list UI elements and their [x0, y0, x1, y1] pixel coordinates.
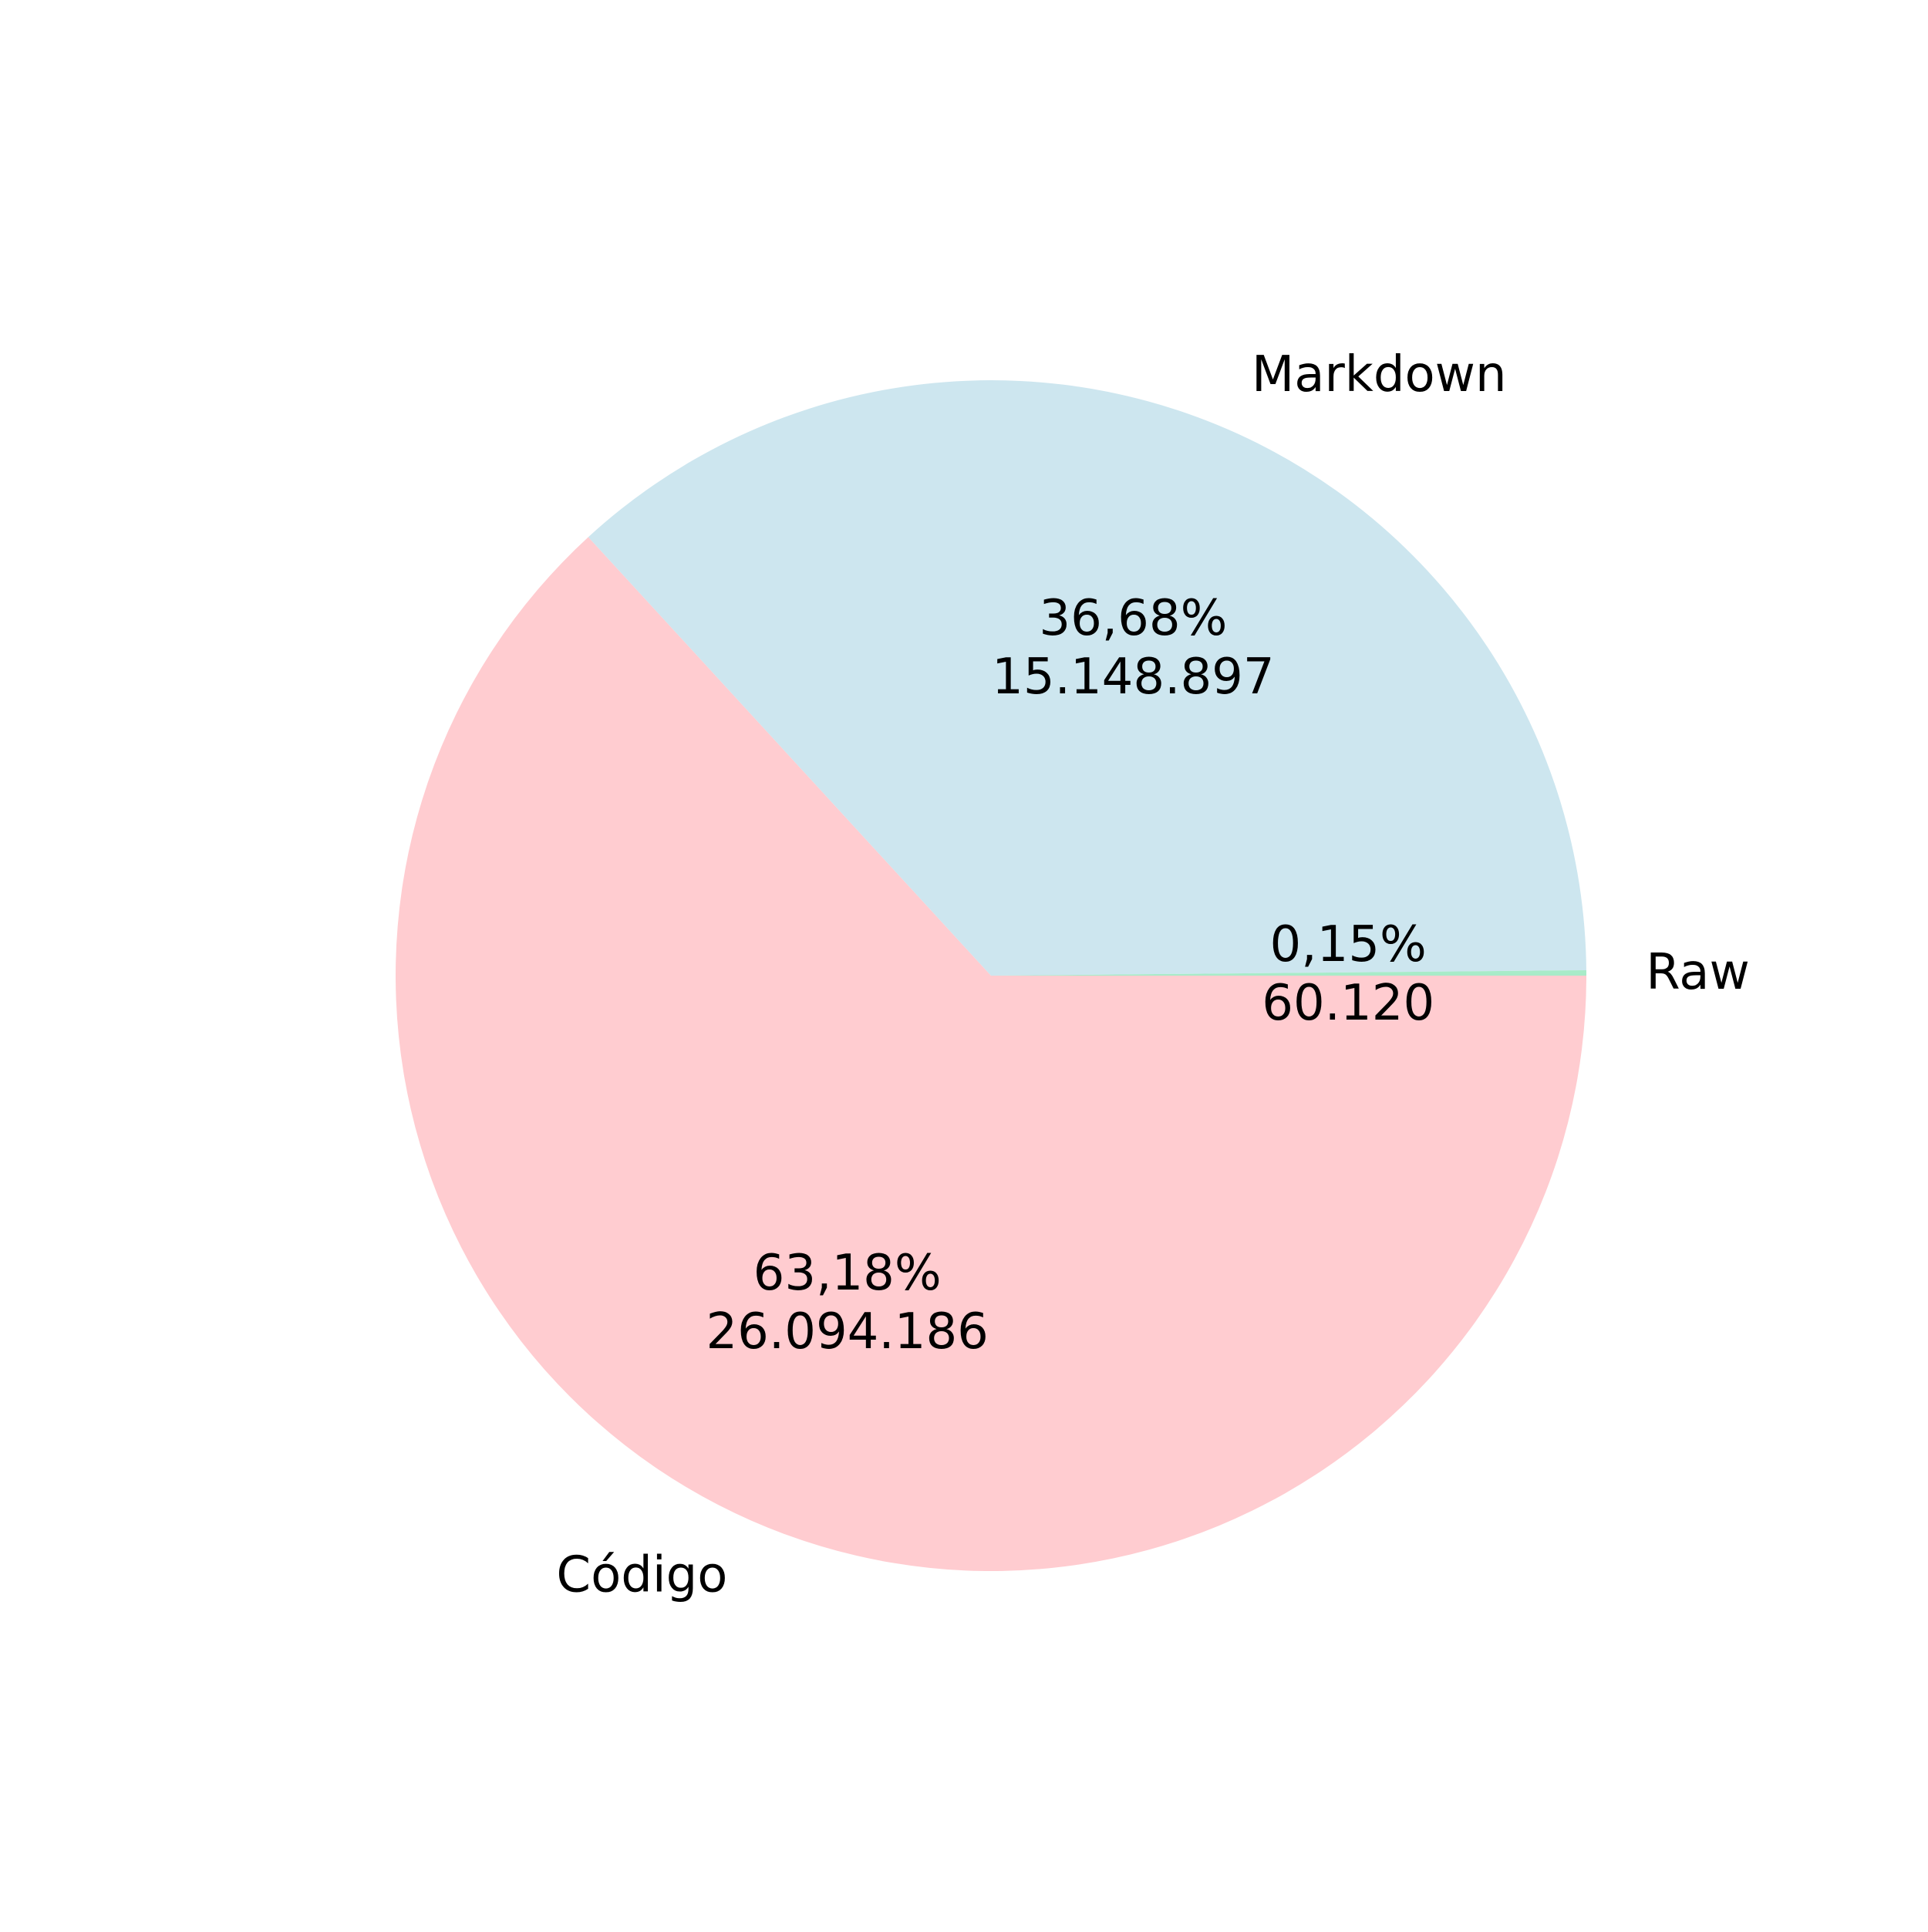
- pie-slice-markdown: [588, 380, 1586, 976]
- slice-percent-markdown: 36,68%: [1039, 590, 1227, 647]
- slice-label-codigo: Código: [556, 1546, 727, 1603]
- slice-percent-raw: 0,15%: [1270, 916, 1427, 973]
- slice-value-markdown: 15.148.897: [992, 649, 1274, 706]
- pie-slices: [395, 380, 1587, 1572]
- slice-value-raw: 60.120: [1262, 975, 1434, 1032]
- slice-percent-codigo: 63,18%: [753, 1245, 942, 1302]
- slice-label-markdown: Markdown: [1252, 346, 1507, 403]
- pie-slice-codigo: [395, 537, 1587, 1572]
- slice-label-raw: Raw: [1646, 944, 1750, 1001]
- pie-slice-raw: [991, 969, 1586, 976]
- pie-labels: Código 63,18%26.094.186 Markdown 36,68%15.1…: [556, 346, 1749, 1603]
- slice-value-codigo: 26.094.186: [706, 1303, 988, 1360]
